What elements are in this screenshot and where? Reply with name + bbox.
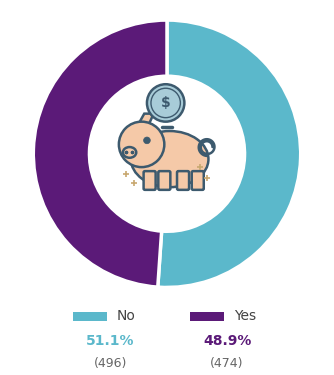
Text: No: No <box>117 309 136 324</box>
Text: (474): (474) <box>210 357 244 370</box>
FancyBboxPatch shape <box>144 171 156 190</box>
Text: 48.9%: 48.9% <box>203 334 251 348</box>
FancyBboxPatch shape <box>158 171 170 190</box>
FancyBboxPatch shape <box>190 312 224 321</box>
Circle shape <box>91 78 243 230</box>
Polygon shape <box>138 114 154 126</box>
Ellipse shape <box>123 147 136 158</box>
Text: 51.1%: 51.1% <box>86 334 135 348</box>
Circle shape <box>151 88 180 118</box>
Circle shape <box>119 122 164 167</box>
Wedge shape <box>158 20 301 288</box>
Text: Yes: Yes <box>234 309 256 324</box>
Circle shape <box>147 84 184 122</box>
Text: $: $ <box>161 96 171 110</box>
Ellipse shape <box>131 131 208 187</box>
Wedge shape <box>33 20 167 287</box>
Text: (496): (496) <box>94 357 127 370</box>
Circle shape <box>144 137 150 144</box>
FancyBboxPatch shape <box>192 171 204 190</box>
FancyBboxPatch shape <box>177 171 189 190</box>
FancyBboxPatch shape <box>73 312 107 321</box>
